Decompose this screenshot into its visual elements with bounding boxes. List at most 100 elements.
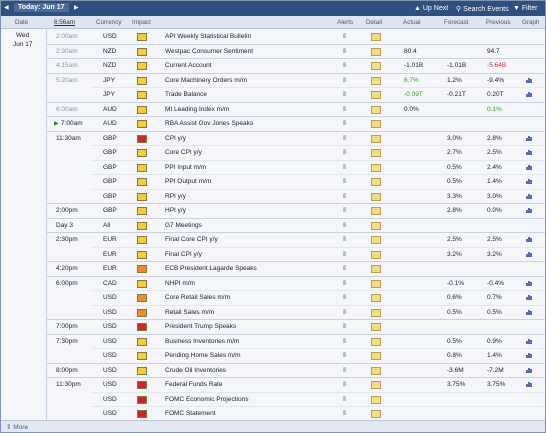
event-title[interactable]: NHPI m/m (165, 279, 195, 287)
event-title[interactable]: Final Core CPI y/y (165, 236, 218, 243)
graph-icon[interactable] (526, 297, 528, 300)
event-title[interactable]: Westpac Consumer Sentiment (165, 47, 254, 55)
event-title[interactable]: API Weekly Statistical Bulletin (165, 33, 252, 40)
alert-icon[interactable] (343, 33, 346, 38)
alert-icon[interactable] (343, 337, 346, 343)
alert-icon[interactable] (343, 62, 346, 67)
graph-icon[interactable] (530, 354, 532, 358)
graph-icon[interactable] (530, 383, 532, 387)
detail-icon[interactable] (371, 62, 381, 70)
alert-icon[interactable] (343, 366, 346, 372)
graph-icon[interactable] (526, 152, 528, 155)
graph-icon[interactable] (528, 382, 530, 387)
detail-icon[interactable] (371, 47, 381, 56)
event-title[interactable]: Final CPI y/y (165, 250, 202, 258)
event-title[interactable]: ECB President Lagarde Speaks (165, 265, 257, 272)
graph-icon[interactable] (528, 353, 530, 358)
event-title[interactable]: FOMC Economic Projections (165, 395, 249, 403)
prev-day[interactable]: ◀ (4, 5, 9, 11)
graph-icon[interactable] (528, 309, 530, 315)
graph-icon[interactable] (530, 209, 532, 213)
graph-icon[interactable] (526, 282, 528, 286)
graph-icon[interactable] (528, 135, 530, 141)
alert-icon[interactable] (343, 381, 346, 386)
alert-icon[interactable] (343, 163, 346, 169)
graph-icon[interactable] (526, 355, 528, 358)
event-title[interactable]: MI Leading Index m/m (165, 105, 230, 113)
graph-icon[interactable] (528, 338, 530, 344)
graph-icon[interactable] (526, 79, 528, 83)
alert-icon[interactable] (343, 250, 346, 256)
graph-icon[interactable] (526, 239, 528, 242)
alert-icon[interactable] (343, 91, 346, 96)
graph-icon[interactable] (530, 252, 532, 257)
graph-icon[interactable] (526, 166, 528, 170)
alert-icon[interactable] (343, 352, 346, 357)
event-title[interactable]: Trade Balance (165, 91, 208, 98)
graph-icon[interactable] (530, 165, 532, 170)
graph-icon[interactable] (526, 253, 528, 257)
detail-icon[interactable] (371, 250, 381, 259)
graph-icon[interactable] (528, 164, 530, 170)
alert-icon[interactable] (343, 105, 346, 111)
graph-icon[interactable] (530, 281, 532, 286)
alert-icon[interactable] (343, 279, 346, 285)
graph-icon[interactable] (526, 94, 528, 97)
detail-icon[interactable] (371, 279, 381, 288)
detail-icon[interactable] (371, 149, 381, 157)
detail-icon[interactable] (371, 134, 381, 143)
alert-icon[interactable] (343, 207, 346, 212)
alert-icon[interactable] (343, 221, 346, 227)
event-title[interactable]: Federal Funds Rate (165, 381, 223, 388)
detail-icon[interactable] (371, 366, 381, 375)
next-day[interactable]: ▶ (74, 5, 79, 11)
event-title[interactable]: PPI Input m/m (165, 163, 207, 171)
alert-icon[interactable] (343, 47, 346, 53)
graph-icon[interactable] (530, 180, 532, 184)
alert-icon[interactable] (343, 323, 346, 328)
alert-icon[interactable] (343, 134, 346, 140)
detail-icon[interactable] (371, 91, 381, 99)
detail-icon[interactable] (371, 207, 381, 215)
detail-icon[interactable] (371, 105, 381, 114)
detail-icon[interactable] (371, 323, 381, 331)
graph-icon[interactable] (526, 210, 528, 213)
graph-icon[interactable] (526, 369, 528, 373)
detail-icon[interactable] (371, 76, 381, 85)
up-next[interactable]: ▲ Up Next (414, 5, 449, 12)
graph-icon[interactable] (530, 151, 532, 155)
graph-icon[interactable] (528, 251, 530, 257)
event-title[interactable]: Crude Oil Inventories (165, 366, 227, 374)
graph-icon[interactable] (528, 237, 530, 242)
detail-icon[interactable] (371, 395, 381, 404)
graph-icon[interactable] (530, 93, 532, 97)
graph-icon[interactable] (526, 181, 528, 184)
event-title[interactable]: G7 Meetings (165, 221, 202, 229)
graph-icon[interactable] (528, 208, 530, 213)
event-title[interactable]: Current Account (165, 62, 212, 69)
detail-icon[interactable] (371, 265, 381, 273)
event-title[interactable]: FOMC Statement (165, 410, 216, 417)
graph-icon[interactable] (530, 136, 532, 141)
detail-icon[interactable] (371, 410, 381, 418)
graph-icon[interactable] (528, 92, 530, 97)
graph-icon[interactable] (528, 280, 530, 286)
event-title[interactable]: PPI Output m/m (165, 178, 212, 185)
detail-icon[interactable] (371, 178, 381, 186)
detail-icon[interactable] (371, 192, 381, 201)
graph-icon[interactable] (526, 195, 528, 199)
alert-icon[interactable] (343, 294, 346, 299)
graph-icon[interactable] (530, 310, 532, 315)
graph-icon[interactable] (528, 179, 530, 184)
more-link[interactable]: ⇕ More (6, 424, 29, 431)
event-title[interactable]: President Trump Speaks (165, 323, 237, 330)
graph-icon[interactable] (528, 77, 530, 83)
detail-icon[interactable] (371, 308, 381, 317)
alert-icon[interactable] (343, 192, 346, 198)
detail-icon[interactable] (371, 294, 381, 302)
graph-icon[interactable] (528, 193, 530, 199)
alert-icon[interactable] (343, 308, 346, 314)
event-title[interactable]: HPI y/y (165, 207, 186, 214)
col-time[interactable]: 6:56am (54, 19, 76, 26)
event-title[interactable]: Business Inventories m/m (165, 337, 240, 345)
